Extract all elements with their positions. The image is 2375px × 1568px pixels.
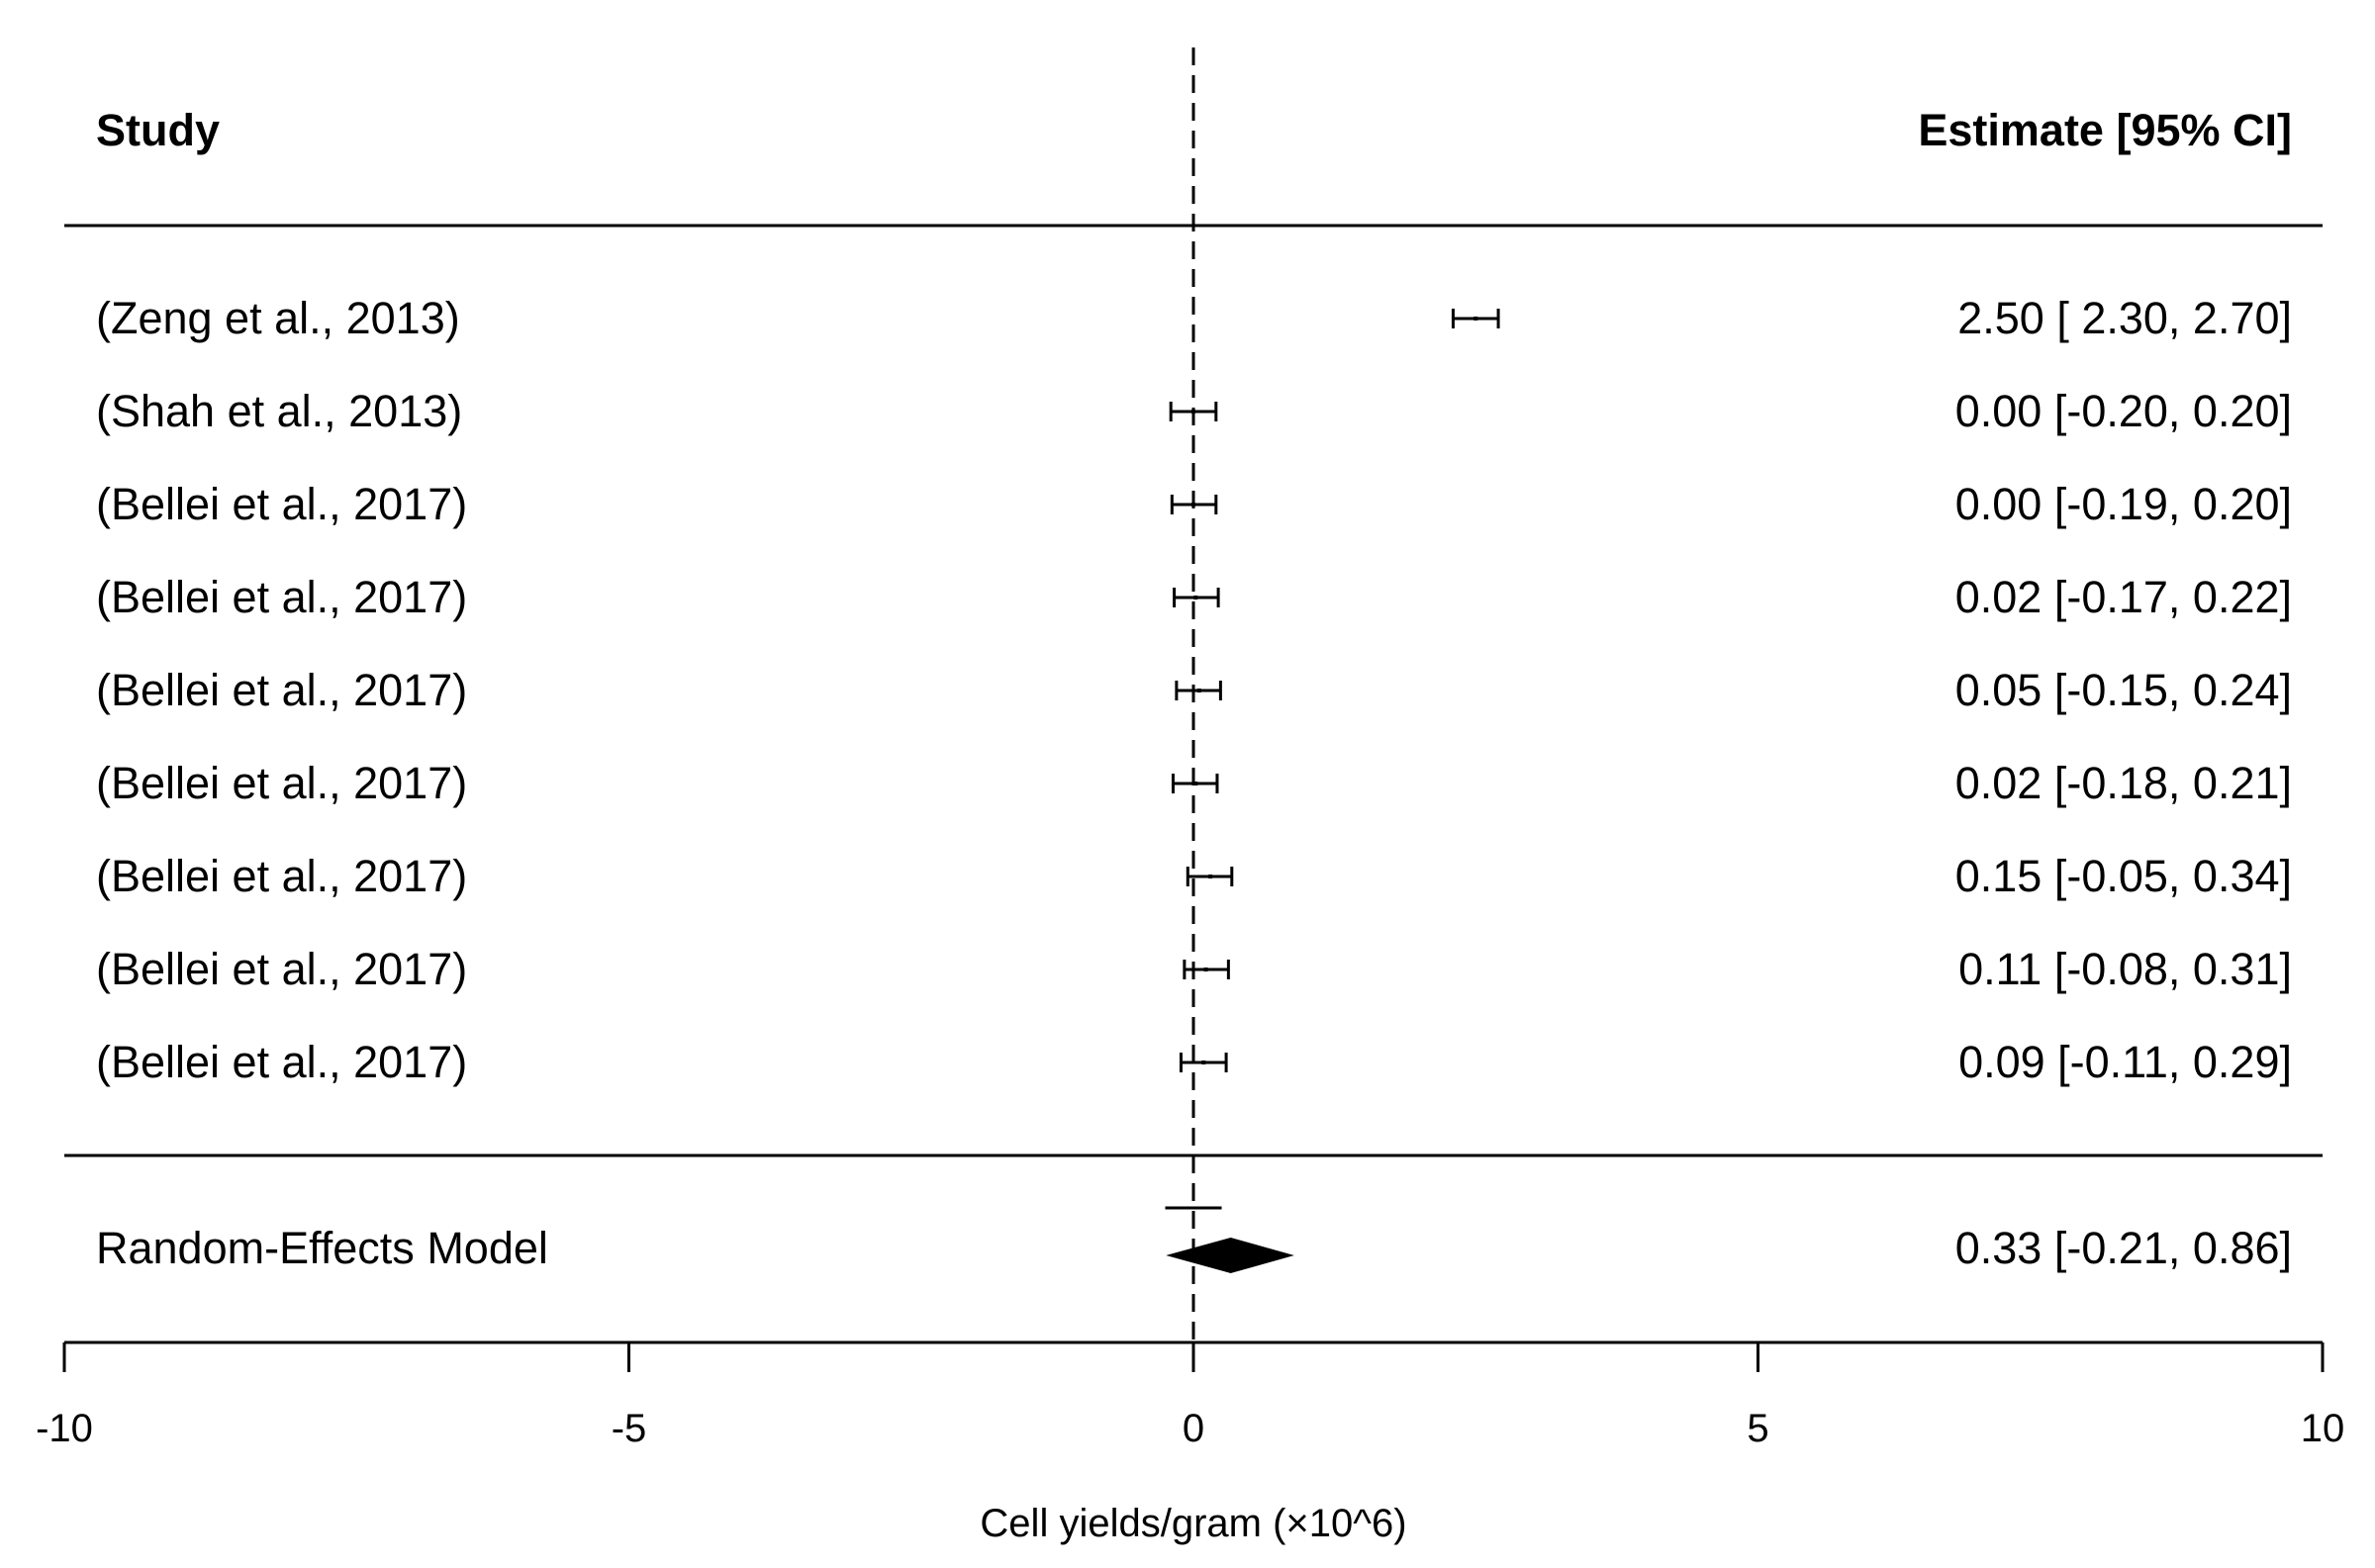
summary-label: Random-Effects Model	[96, 1223, 548, 1273]
study-estimate-text: 0.11 [-0.08, 0.31]	[1958, 944, 2292, 994]
study-label: (Zeng et al., 2013)	[96, 293, 460, 343]
point-estimate	[1191, 410, 1195, 414]
study-estimate-text: 0.00 [-0.19, 0.20]	[1955, 479, 2292, 529]
x-tick-label: 5	[1747, 1407, 1768, 1450]
study-row: (Bellei et al., 2017) 0.00 [-0.19, 0.20]	[96, 479, 2292, 529]
study-row: (Bellei et al., 2017) 0.05 [-0.15, 0.24]	[96, 665, 2292, 715]
study-row: (Bellei et al., 2017) 0.02 [-0.18, 0.21]	[96, 758, 2292, 808]
summary-estimate-text: 0.33 [-0.21, 0.86]	[1955, 1223, 2292, 1273]
study-row: (Bellei et al., 2017) 0.11 [-0.08, 0.31]	[96, 944, 2292, 994]
study-estimate-text: 0.15 [-0.05, 0.34]	[1955, 851, 2292, 901]
summary-diamond	[1166, 1237, 1294, 1274]
study-estimate-text: 2.50 [ 2.30, 2.70]	[1957, 293, 2292, 343]
study-column-header: Study	[96, 105, 220, 155]
point-estimate	[1191, 503, 1195, 507]
study-estimate-text: 0.00 [-0.20, 0.20]	[1955, 386, 2292, 436]
x-tick-label: 10	[2301, 1407, 2345, 1450]
summary-row: Random-Effects Model 0.33 [-0.21, 0.86]	[96, 1206, 2292, 1274]
study-label: (Bellei et al., 2017)	[96, 1037, 467, 1087]
point-estimate	[1193, 782, 1198, 785]
study-row: (Zeng et al., 2013) 2.50 [ 2.30, 2.70]	[96, 293, 2292, 343]
study-estimate-text: 0.09 [-0.11, 0.29]	[1958, 1037, 2292, 1087]
point-estimate	[1193, 596, 1198, 600]
study-row: (Shah et al., 2013) 0.00 [-0.20, 0.20]	[96, 386, 2292, 436]
study-estimate-text: 0.02 [-0.17, 0.22]	[1955, 572, 2292, 622]
point-estimate	[1201, 1061, 1206, 1064]
study-label: (Bellei et al., 2017)	[96, 944, 467, 994]
point-estimate	[1196, 689, 1201, 692]
x-axis: -10 -5 0 5 10	[36, 1340, 2345, 1450]
point-estimate	[1473, 317, 1478, 321]
x-tick-label: 0	[1183, 1407, 1204, 1450]
estimate-column-header: Estimate [95% CI]	[1918, 105, 2292, 155]
study-label: (Bellei et al., 2017)	[96, 758, 467, 808]
study-estimate-text: 0.02 [-0.18, 0.21]	[1955, 758, 2292, 808]
study-label: (Shah et al., 2013)	[96, 386, 462, 436]
study-row: (Bellei et al., 2017) 0.02 [-0.17, 0.22]	[96, 572, 2292, 622]
study-row: (Bellei et al., 2017) 0.15 [-0.05, 0.34]	[96, 851, 2292, 901]
study-rows: (Zeng et al., 2013) 2.50 [ 2.30, 2.70] (Sh…	[96, 293, 2292, 1087]
point-estimate	[1208, 875, 1213, 878]
point-estimate	[1203, 968, 1208, 971]
x-tick-label: -5	[612, 1407, 647, 1450]
x-axis-label: Cell yields/gram (×10^6)	[980, 1502, 1406, 1545]
study-label: (Bellei et al., 2017)	[96, 851, 467, 901]
x-tick-label: -10	[36, 1407, 93, 1450]
study-label: (Bellei et al., 2017)	[96, 665, 467, 715]
study-label: (Bellei et al., 2017)	[96, 479, 467, 529]
study-row: (Bellei et al., 2017) 0.09 [-0.11, 0.29]	[96, 1037, 2292, 1087]
study-estimate-text: 0.05 [-0.15, 0.24]	[1955, 665, 2292, 715]
study-label: (Bellei et al., 2017)	[96, 572, 467, 622]
